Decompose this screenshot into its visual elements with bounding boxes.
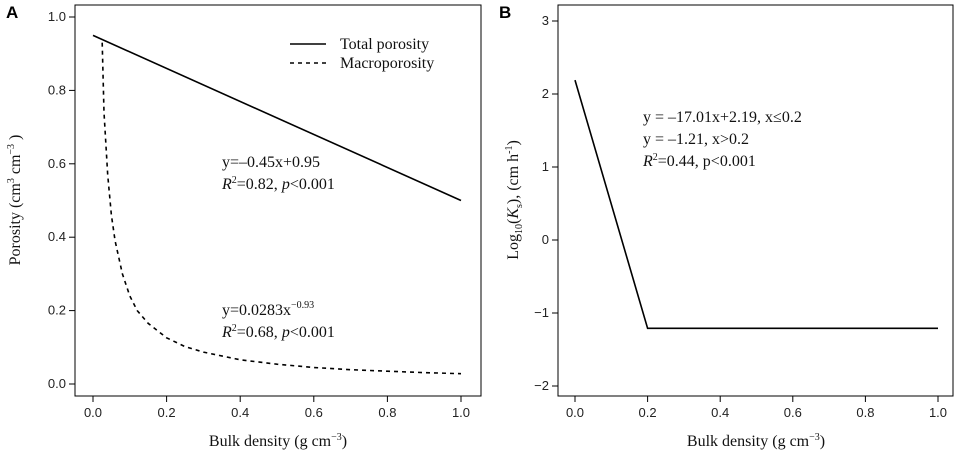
y-tick-label: 0.6 (48, 156, 66, 171)
panel-b-letter: B (499, 3, 511, 22)
b-r2: R2=0.44, p<0.001 (642, 152, 756, 170)
p-value: <0.001 (290, 176, 335, 193)
panel-b: B 0.0 0.2 0.4 0.6 0.8 1.0 −2 −1 0 1 2 3 y = –17.01… (499, 3, 954, 450)
panel-a-series (92, 34, 462, 375)
macro-eq-base: y=0.0283x (222, 302, 291, 319)
legend-total-porosity: Total porosity (340, 36, 429, 53)
y-tick-label: 2 (542, 86, 549, 101)
r2-p-value: =0.44, p<0.001 (658, 153, 756, 170)
x-tick-label: 0.2 (639, 405, 657, 420)
panel-a-letter: A (6, 3, 18, 22)
total-porosity-equation: y=–0.45x+0.95 (222, 154, 320, 171)
log10-ks-line (574, 79, 938, 330)
y-tick-label: 0.4 (48, 229, 66, 244)
x-tick-label: 0.8 (378, 405, 396, 420)
b-equation-1: y = –17.01x+2.19, x≤0.2 (643, 109, 802, 126)
x-tick-label: 0.6 (305, 405, 323, 420)
y-tick-label: 0.2 (48, 303, 66, 318)
p-value: <0.001 (290, 324, 335, 341)
x-tick-label: 0.0 (84, 405, 102, 420)
total-porosity-line (92, 34, 462, 202)
y-tick-label: 3 (542, 13, 549, 28)
x-tick-label: 1.0 (929, 405, 947, 420)
r2-value: =0.82, (237, 176, 282, 193)
panel-a-legend: Total porosity Macroporosity (290, 36, 434, 72)
y-tick-label: 1.0 (48, 9, 66, 24)
panel-a: A 0.0 0.2 0.4 0.6 0.8 1.0 0.00.20.40.60.81.0 … (6, 3, 482, 450)
legend-macroporosity: Macroporosity (340, 55, 434, 72)
x-tick-label: 0.8 (856, 405, 874, 420)
y-tick-label: −1 (534, 305, 549, 320)
r-symbol: R (221, 176, 232, 193)
macroporosity-r2: R2=0.68, p<0.001 (221, 323, 335, 341)
r-symbol: R (221, 324, 232, 341)
x-tick-label: 0.4 (711, 405, 729, 420)
panel-b-x-ticks: 0.0 0.2 0.4 0.6 0.8 1.0 (566, 395, 947, 420)
panel-a-y-ticks: 0.0 0.2 0.4 0.6 0.8 1.0 (48, 9, 76, 391)
x-tick-label: 0.0 (566, 405, 584, 420)
panel-a-x-label: Bulk density (g cm−3) (209, 432, 347, 450)
r-symbol: R (642, 153, 653, 170)
macroporosity-line (101, 42, 462, 375)
y-tick-label: 0.8 (48, 82, 66, 97)
x-tick-label: 0.4 (231, 405, 249, 420)
p-symbol: p (281, 176, 290, 193)
panel-b-x-label: Bulk density (g cm−3) (687, 432, 825, 450)
y-tick-label: 1 (542, 159, 549, 174)
x-tick-label: 0.2 (158, 405, 176, 420)
y-tick-label: −2 (534, 378, 549, 393)
panel-b-plot-frame (557, 4, 954, 397)
r-sup: 2 (232, 175, 237, 186)
total-porosity-r2: R2=0.82, p<0.001 (221, 175, 335, 193)
y-tick-label: 0 (542, 232, 549, 247)
r-sup: 2 (232, 323, 237, 334)
macroporosity-equation: y=0.0283x−0.93 (222, 300, 314, 319)
r2-value: =0.68, (237, 324, 282, 341)
x-tick-label: 1.0 (452, 405, 470, 420)
y-tick-label: 0.0 (48, 376, 66, 391)
p-symbol: p (281, 324, 290, 341)
r-sup: 2 (653, 152, 658, 163)
x-tick-label: 0.6 (784, 405, 802, 420)
panel-b-y-ticks: −2 −1 0 1 2 3 (534, 13, 559, 393)
panel-b-series (574, 79, 938, 330)
panel-b-y-label: Log10(Ks), (cm h-1) (504, 140, 525, 260)
panel-a-y-label: Porosity (cm3 cm−3 ) (6, 135, 24, 266)
macro-eq-exp: −0.93 (291, 300, 314, 311)
panel-a-x-ticks: 0.0 0.2 0.4 0.6 0.8 1.0 (84, 395, 470, 420)
b-equation-2: y = –1.21, x>0.2 (643, 131, 749, 148)
